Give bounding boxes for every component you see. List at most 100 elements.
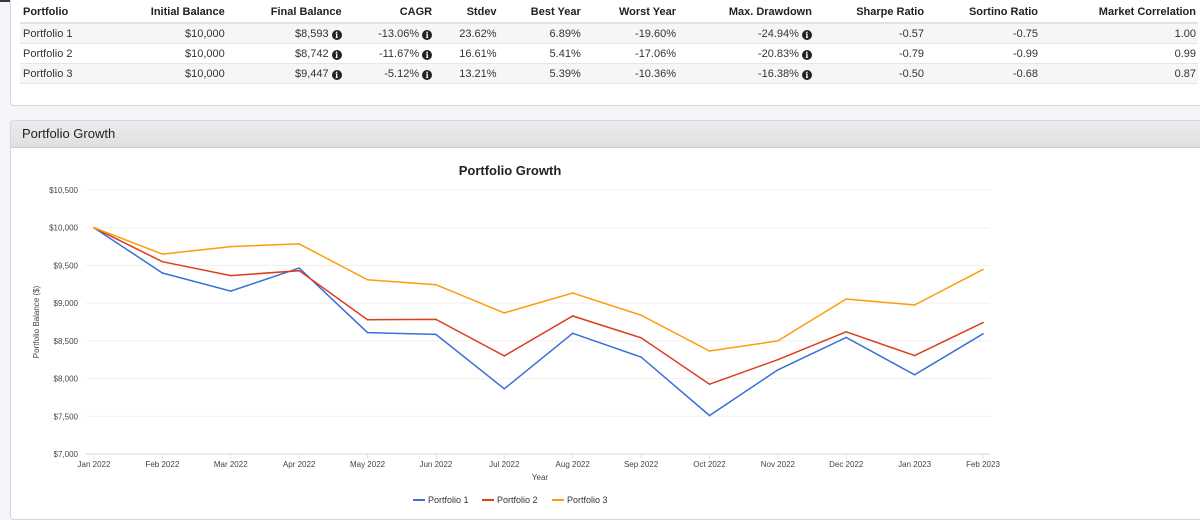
- table-cell: -11.67% i: [343, 43, 435, 64]
- table-cell: 1.00: [1040, 23, 1198, 44]
- series-line-portfolio-3[interactable]: [93, 227, 984, 352]
- data-point[interactable]: [366, 331, 369, 334]
- table-cell: -19.60%: [582, 23, 679, 44]
- x-tick-label: Mar 2022: [214, 460, 248, 469]
- data-point[interactable]: [845, 331, 848, 333]
- portfolio-summary-table: Portfolio Initial Balance Final Balance …: [20, 2, 1198, 84]
- data-point[interactable]: [435, 283, 437, 286]
- cell-value: Portfolio 3: [23, 67, 73, 80]
- data-point[interactable]: [229, 245, 232, 248]
- data-point[interactable]: [982, 321, 984, 324]
- data-point[interactable]: [503, 312, 506, 314]
- data-point[interactable]: [982, 333, 984, 335]
- data-point[interactable]: [366, 318, 369, 321]
- cell-value: $9,447: [294, 67, 329, 80]
- info-circle-icon[interactable]: i: [801, 29, 812, 40]
- cell-value: 23.62%: [459, 27, 497, 40]
- table-cell: 13.21%: [434, 63, 499, 84]
- cell-value: -0.99: [1012, 47, 1039, 60]
- x-tick-label: Aug 2022: [556, 460, 591, 469]
- panel-title: Portfolio Growth: [11, 121, 1200, 148]
- col-initial-balance: Initial Balance: [105, 2, 227, 24]
- data-point[interactable]: [777, 340, 779, 342]
- info-circle-icon[interactable]: i: [331, 29, 342, 40]
- col-best-year: Best Year: [498, 2, 583, 24]
- x-tick-label: Apr 2022: [283, 460, 316, 469]
- data-point[interactable]: [640, 337, 642, 339]
- cell-value: $10,000: [184, 27, 225, 40]
- data-point[interactable]: [777, 369, 779, 371]
- info-circle-icon[interactable]: i: [331, 49, 342, 60]
- cell-value: -13.06%: [378, 27, 420, 40]
- col-cagr: CAGR: [343, 2, 435, 24]
- legend-item-portfolio-1[interactable]: Portfolio 1: [413, 495, 469, 505]
- data-point[interactable]: [640, 314, 642, 317]
- series-line-portfolio-2[interactable]: [93, 227, 984, 386]
- x-tick-label: Jun 2022: [419, 460, 452, 469]
- x-tick-label: May 2022: [350, 460, 386, 469]
- data-point[interactable]: [435, 333, 437, 336]
- table-header-row: Portfolio Initial Balance Final Balance …: [20, 2, 1198, 24]
- series-line-portfolio-1[interactable]: [93, 227, 984, 417]
- data-point[interactable]: [93, 226, 95, 229]
- data-point[interactable]: [982, 268, 984, 271]
- cell-value: -17.06%: [635, 47, 677, 60]
- info-circle-icon[interactable]: i: [801, 69, 812, 80]
- info-circle-icon[interactable]: i: [801, 49, 812, 60]
- cell-value: -5.12%: [384, 67, 420, 80]
- data-point[interactable]: [298, 267, 300, 269]
- data-point[interactable]: [161, 260, 164, 263]
- table-cell: 0.87: [1040, 63, 1198, 84]
- data-point[interactable]: [777, 358, 779, 361]
- data-point[interactable]: [298, 269, 300, 272]
- table-cell: Portfolio 2: [20, 43, 106, 64]
- legend-item-portfolio-3[interactable]: Portfolio 3: [552, 495, 608, 505]
- col-worst-year: Worst Year: [582, 2, 679, 24]
- table-cell: -20.83% i: [678, 43, 814, 64]
- info-circle-icon[interactable]: i: [422, 29, 433, 40]
- cell-value: -0.79: [898, 47, 925, 60]
- data-point[interactable]: [708, 350, 711, 352]
- cell-value: -0.50: [898, 67, 925, 80]
- cell-value: Portfolio 2: [23, 47, 73, 60]
- info-circle-icon[interactable]: i: [331, 69, 342, 80]
- table-cell: Portfolio 1: [20, 23, 106, 44]
- data-point[interactable]: [640, 356, 642, 358]
- data-point[interactable]: [366, 278, 369, 281]
- cell-value: 13.21%: [459, 67, 497, 80]
- table-cell: -0.68: [926, 63, 1041, 84]
- data-point[interactable]: [913, 354, 916, 357]
- data-point[interactable]: [571, 332, 574, 335]
- data-point[interactable]: [708, 383, 711, 386]
- data-point[interactable]: [161, 253, 164, 255]
- table-cell: $10,000: [105, 43, 227, 64]
- data-point[interactable]: [229, 290, 232, 292]
- data-point[interactable]: [913, 304, 916, 306]
- data-point[interactable]: [229, 274, 232, 277]
- cell-value: -20.83%: [757, 47, 799, 60]
- data-point[interactable]: [845, 336, 848, 339]
- legend-item-portfolio-2[interactable]: Portfolio 2: [482, 495, 538, 505]
- col-market-correlation: Market Correlation: [1040, 2, 1198, 24]
- data-point[interactable]: [708, 414, 711, 417]
- data-point[interactable]: [161, 272, 164, 274]
- data-point[interactable]: [503, 355, 506, 357]
- info-circle-icon[interactable]: i: [422, 49, 433, 60]
- y-tick-label: $9,000: [54, 299, 79, 308]
- table-row: Portfolio 2 $10,000 $8,742 i -11.67% i 16.61% 5…: [20, 43, 1198, 64]
- x-tick-label: Feb 2023: [966, 460, 1000, 469]
- data-point[interactable]: [913, 374, 916, 376]
- data-point[interactable]: [503, 387, 506, 390]
- info-circle-icon[interactable]: i: [422, 69, 433, 80]
- x-tick-label: Feb 2022: [145, 460, 179, 469]
- data-point[interactable]: [435, 318, 437, 321]
- cell-value: -11.67%: [378, 47, 420, 60]
- data-point[interactable]: [571, 315, 574, 317]
- data-point[interactable]: [298, 243, 300, 245]
- data-point[interactable]: [571, 292, 574, 294]
- table-cell: $10,000: [105, 23, 227, 44]
- data-point[interactable]: [845, 298, 848, 300]
- y-axis-label: Portfolio Balance ($): [32, 285, 41, 358]
- cell-value: 1.00: [1174, 27, 1196, 40]
- table-cell: 6.89%: [498, 23, 583, 44]
